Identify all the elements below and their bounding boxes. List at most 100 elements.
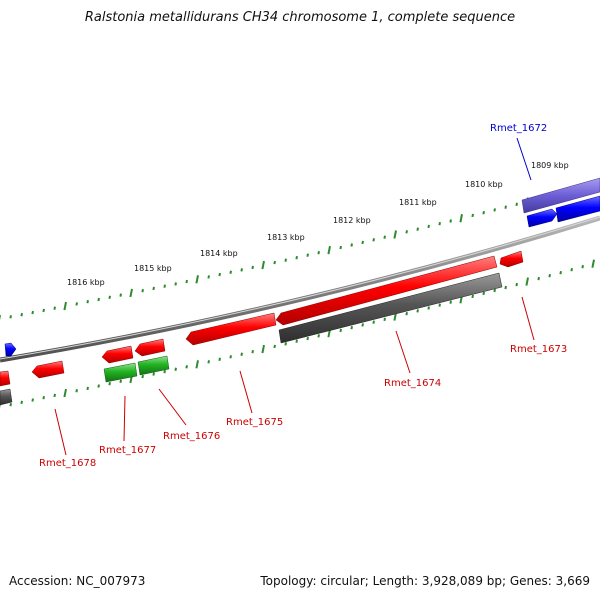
inner-minor-tick [185, 365, 188, 369]
outer-minor-tick [515, 202, 518, 207]
label-rmet-1678[interactable]: Rmet_1678 [39, 458, 96, 469]
gene-rmet-1676[interactable] [134, 338, 166, 357]
outer-minor-tick [119, 293, 122, 297]
gene-rmet-1674[interactable] [275, 255, 498, 326]
inner-minor-tick [9, 402, 12, 407]
inner-minor-tick [482, 291, 485, 296]
accession-text: Accession: NC_007973 [9, 574, 146, 588]
inner-minor-tick [350, 326, 353, 330]
outer-minor-tick [504, 205, 507, 209]
inner-minor-tick [251, 349, 254, 354]
inner-minor-tick [108, 381, 111, 386]
outer-minor-tick [284, 258, 287, 262]
tick-label-1813: 1813 kbp [267, 233, 305, 242]
inner-minor-tick [383, 317, 386, 322]
outer-minor-tick [163, 284, 166, 288]
inner-minor-tick [86, 386, 89, 391]
inner-minor-tick [427, 306, 430, 310]
outer-minor-tick [86, 300, 89, 304]
outer-major-tick [393, 230, 397, 239]
outer-major-tick [63, 301, 67, 311]
label-rmet-1672[interactable]: Rmet_1672 [490, 123, 547, 134]
gene-left-edge-grey[interactable] [0, 388, 13, 406]
inner-minor-tick [20, 400, 23, 405]
gene-rmet-1672-product[interactable] [521, 177, 600, 214]
outer-minor-tick [339, 245, 342, 250]
gene-blue-neighbor[interactable] [555, 195, 600, 223]
outer-minor-tick [152, 286, 155, 291]
inner-minor-tick [306, 336, 309, 341]
outer-minor-tick [493, 208, 496, 212]
label-rmet-1677[interactable]: Rmet_1677 [99, 445, 156, 456]
outer-minor-tick [53, 306, 56, 310]
inner-minor-tick [119, 379, 122, 384]
label-rmet-1675[interactable]: Rmet_1675 [226, 417, 283, 428]
inner-minor-tick [97, 384, 100, 388]
outer-minor-tick [9, 315, 12, 319]
inner-minor-tick [273, 344, 276, 349]
inner-minor-tick [218, 357, 221, 362]
gene-rmet-1678[interactable] [31, 360, 65, 379]
genome-summary-text: Topology: circular; Length: 3,928,089 bp… [260, 574, 590, 588]
inner-minor-tick [361, 323, 364, 327]
inner-major-tick [63, 388, 67, 398]
inner-minor-tick [284, 342, 287, 346]
gene-rmet-1676-product[interactable] [137, 355, 170, 376]
outer-minor-tick [185, 279, 188, 284]
chromosome-backbone [0, 215, 600, 363]
inner-minor-tick [504, 285, 507, 290]
inner-minor-tick [515, 282, 518, 287]
connector-rmet-1676 [158, 388, 187, 426]
gene-rmet-1675[interactable] [185, 312, 277, 346]
tick-label-1811: 1811 kbp [399, 198, 437, 207]
inner-minor-tick [559, 270, 562, 275]
tick-label-1812: 1812 kbp [333, 216, 371, 225]
label-rmet-1674[interactable]: Rmet_1674 [384, 378, 441, 389]
inner-minor-tick [537, 276, 540, 281]
label-rmet-1673[interactable]: Rmet_1673 [510, 344, 567, 355]
gene-rmet-1677-product[interactable] [103, 362, 138, 383]
gene-rmet-1674-product[interactable] [278, 272, 503, 344]
inner-minor-tick [75, 389, 78, 393]
gene-left-edge-red[interactable] [0, 370, 11, 387]
outer-minor-tick [317, 250, 320, 255]
outer-minor-tick [273, 260, 276, 265]
gene-blue-small-left[interactable] [4, 342, 17, 357]
connector-rmet-1672 [516, 137, 532, 181]
outer-minor-tick [372, 238, 375, 242]
inner-minor-tick [42, 396, 45, 400]
inner-minor-tick [317, 334, 320, 338]
connector-rmet-1675 [239, 370, 253, 414]
inner-major-tick [261, 344, 265, 354]
outer-minor-tick [449, 219, 452, 223]
outer-minor-tick [174, 282, 177, 286]
gene-labels: Rmet_1672 Rmet_1673 Rmet_1674 Rmet_1675 … [39, 123, 567, 469]
inner-major-tick [525, 277, 529, 286]
outer-minor-tick [141, 288, 144, 293]
inner-minor-tick [570, 267, 573, 272]
inner-major-tick [195, 360, 199, 369]
gene-rmet-1677[interactable] [101, 345, 134, 364]
connector-rmet-1673 [521, 296, 535, 341]
outer-minor-tick [229, 270, 232, 274]
outer-minor-tick [383, 235, 386, 239]
connector-rmet-1678 [54, 408, 67, 456]
inner-minor-tick [438, 303, 441, 307]
inner-minor-tick [471, 294, 474, 299]
outer-minor-tick [427, 224, 430, 229]
inner-minor-tick [416, 309, 419, 313]
outer-major-tick [327, 245, 331, 255]
gene-rmet-1672-arrow[interactable] [526, 208, 558, 228]
inner-minor-tick [53, 393, 56, 398]
inner-major-tick [591, 259, 595, 268]
outer-minor-tick [295, 255, 298, 260]
inner-minor-tick [449, 300, 452, 304]
tick-label-1815: 1815 kbp [134, 264, 172, 273]
outer-minor-tick [405, 230, 408, 234]
label-rmet-1676[interactable]: Rmet_1676 [163, 431, 220, 442]
inner-tick-ring [0, 259, 595, 409]
gene-rmet-1673[interactable] [499, 250, 524, 268]
outer-major-tick [459, 214, 463, 223]
inner-minor-tick [548, 273, 551, 278]
outer-minor-tick [482, 211, 485, 215]
